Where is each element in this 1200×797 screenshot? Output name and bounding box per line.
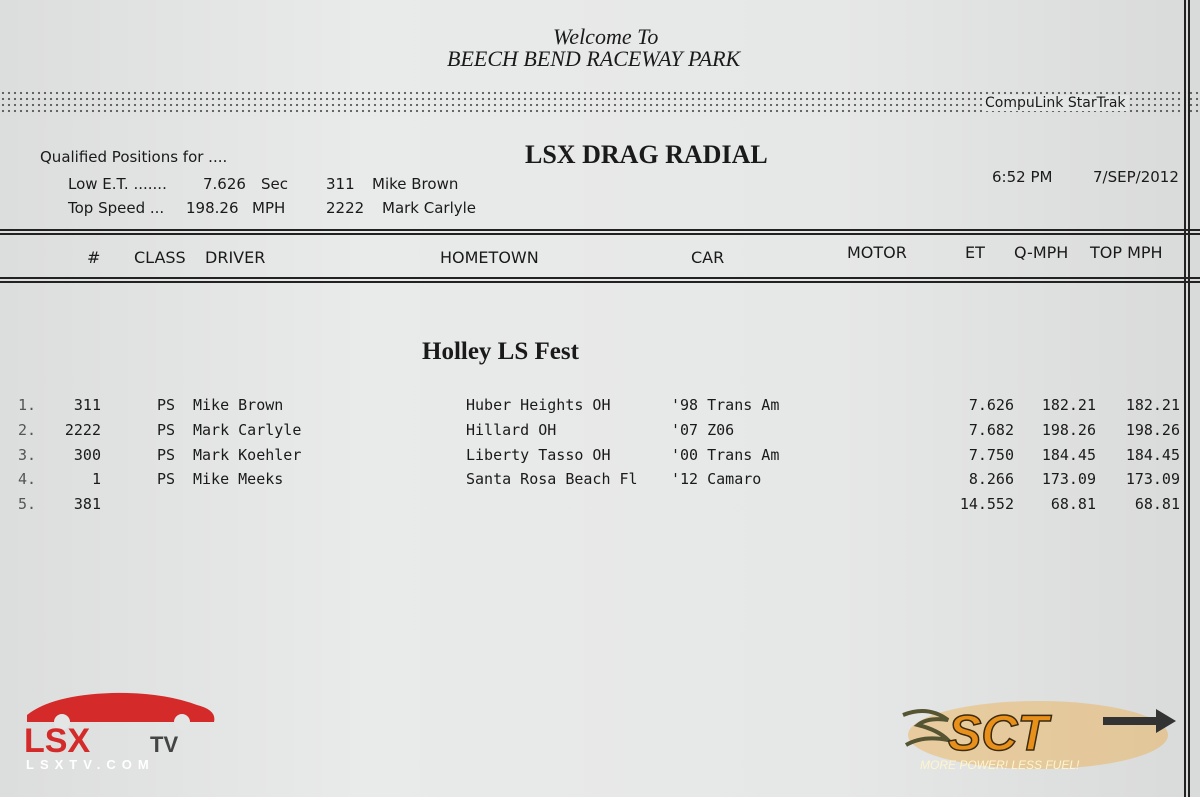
cell-position: 1. bbox=[18, 396, 37, 414]
col-topmph: TOP MPH bbox=[1090, 243, 1163, 262]
cell-hometown: Hillard OH bbox=[466, 420, 557, 439]
cell-driver: Mark Koehler bbox=[193, 445, 302, 464]
cell-position: 5. bbox=[18, 495, 37, 514]
cell-driver: Mike Brown bbox=[193, 396, 284, 414]
lsx-text: LSX bbox=[24, 722, 90, 760]
divider bbox=[0, 233, 1200, 235]
low-et-driver: Mike Brown bbox=[372, 175, 459, 193]
cell-hometown: Santa Rosa Beach Fl bbox=[466, 470, 638, 489]
venue-title: BEECH BEND RACEWAY PARK bbox=[447, 46, 741, 71]
print-time: 6:52 PM bbox=[992, 168, 1053, 186]
cell-top-mph: 173.09 bbox=[1125, 470, 1180, 489]
col-driver: DRIVER bbox=[205, 248, 266, 267]
cell-top-mph: 184.45 bbox=[1125, 445, 1180, 464]
cell-car: '07 Z06 bbox=[671, 420, 735, 439]
low-et-num: 311 bbox=[326, 175, 355, 193]
cell-driver: Mike Meeks bbox=[193, 470, 284, 489]
border-line bbox=[1184, 0, 1186, 797]
cell-driver: Mark Carlyle bbox=[193, 420, 302, 439]
cell-position: 4. bbox=[18, 470, 37, 489]
divider bbox=[0, 281, 1200, 283]
cell-car-number: 2222 bbox=[64, 420, 101, 439]
top-speed-num: 2222 bbox=[326, 199, 365, 217]
event-class-title: LSX DRAG RADIAL bbox=[525, 140, 768, 169]
col-car: CAR bbox=[691, 248, 725, 267]
cell-top-mph: 198.26 bbox=[1125, 420, 1180, 439]
cell-qmph: 182.21 bbox=[1041, 396, 1096, 414]
cell-et: 14.552 bbox=[959, 495, 1014, 514]
col-class: CLASS bbox=[134, 248, 186, 267]
top-speed-unit: MPH bbox=[252, 199, 286, 217]
lsx-url: LSXTV.COM bbox=[26, 757, 155, 772]
sct-logo: SCT MORE POWER! LESS FUEL! bbox=[902, 701, 1176, 772]
cell-qmph: 173.09 bbox=[1041, 470, 1096, 489]
divider bbox=[0, 277, 1200, 279]
cell-qmph: 198.26 bbox=[1041, 420, 1096, 439]
cell-qmph: 184.45 bbox=[1041, 445, 1096, 464]
cell-car-number: 1 bbox=[91, 470, 101, 489]
top-speed-label: Top Speed ... bbox=[68, 199, 165, 217]
low-et-label: Low E.T. ....... bbox=[68, 175, 167, 193]
col-et: ET bbox=[965, 243, 985, 262]
cell-qmph: 68.81 bbox=[1050, 495, 1096, 514]
cell-et: 7.626 bbox=[968, 396, 1014, 414]
system-name: CompuLink StarTrak bbox=[982, 95, 1129, 111]
low-et-value: 7.626 bbox=[203, 175, 246, 193]
tv-text: TV bbox=[150, 732, 178, 757]
cell-et: 8.266 bbox=[968, 470, 1014, 489]
cell-car: '00 Trans Am bbox=[671, 445, 780, 464]
top-speed-driver: Mark Carlyle bbox=[382, 199, 477, 217]
divider bbox=[0, 229, 1200, 231]
cell-class: PS bbox=[157, 420, 176, 439]
cell-position: 2. bbox=[18, 420, 37, 439]
lsxtv-logo: LSX TV LSXTV.COM bbox=[24, 692, 215, 772]
qualified-label: Qualified Positions for .... bbox=[40, 148, 228, 166]
print-date: 7/SEP/2012 bbox=[1093, 168, 1179, 186]
sct-text: SCT bbox=[948, 705, 1052, 761]
cell-car-number: 381 bbox=[73, 495, 101, 514]
cell-top-mph: 68.81 bbox=[1134, 495, 1180, 514]
col-num: # bbox=[87, 248, 101, 267]
cell-et: 7.750 bbox=[968, 445, 1014, 464]
col-motor: MOTOR bbox=[847, 243, 907, 262]
cell-top-mph: 182.21 bbox=[1125, 396, 1180, 414]
cell-hometown: Huber Heights OH bbox=[466, 396, 611, 414]
cell-et: 7.682 bbox=[968, 420, 1014, 439]
col-qmph: Q-MPH bbox=[1014, 243, 1069, 262]
cell-car: '98 Trans Am bbox=[671, 396, 780, 414]
cell-hometown: Liberty Tasso OH bbox=[466, 445, 611, 464]
cell-class: PS bbox=[157, 470, 176, 489]
cell-position: 3. bbox=[18, 445, 37, 464]
cell-car-number: 300 bbox=[73, 445, 101, 464]
low-et-unit: Sec bbox=[261, 175, 288, 193]
sct-tagline: MORE POWER! LESS FUEL! bbox=[920, 758, 1080, 772]
welcome-text: Welcome To bbox=[553, 24, 659, 49]
col-hometown: HOMETOWN bbox=[440, 248, 539, 267]
cell-class: PS bbox=[157, 396, 176, 414]
cell-class: PS bbox=[157, 445, 176, 464]
cell-car: '12 Camaro bbox=[671, 470, 762, 489]
border-line bbox=[1188, 0, 1190, 797]
cell-car-number: 311 bbox=[73, 396, 101, 414]
event-name: Holley LS Fest bbox=[422, 338, 579, 365]
top-speed-value: 198.26 bbox=[186, 199, 239, 217]
